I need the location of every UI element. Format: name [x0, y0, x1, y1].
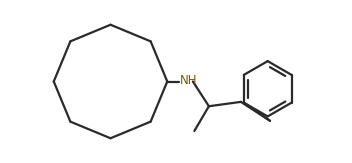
Text: NH: NH	[180, 74, 198, 87]
